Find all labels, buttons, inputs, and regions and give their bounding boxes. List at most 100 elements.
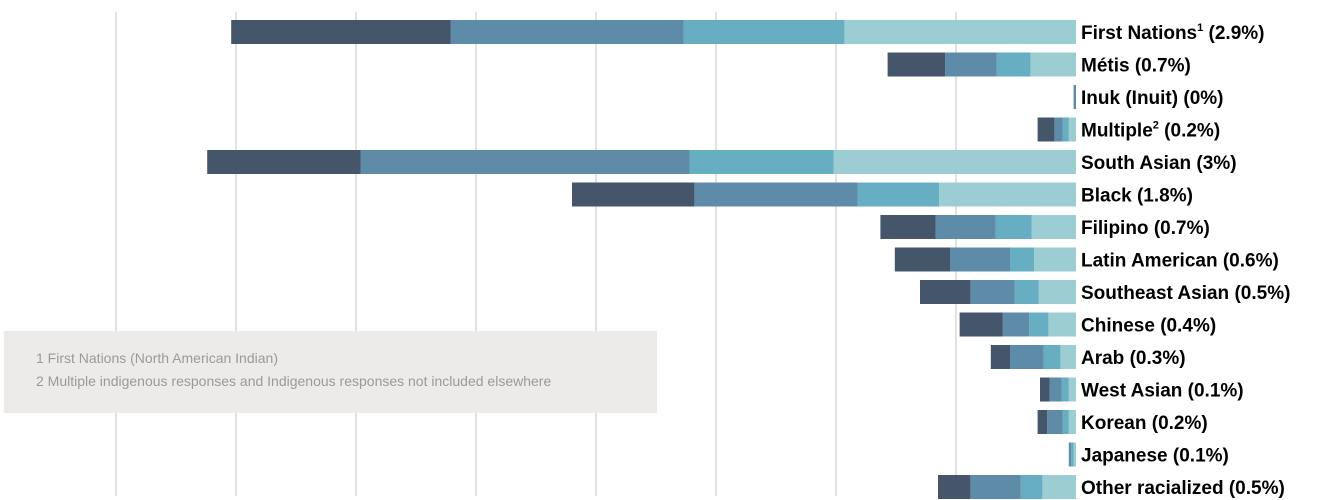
bar-segment [1040,377,1050,402]
category-name: West Asian [1081,381,1182,402]
category-name: Inuk (Inuit) [1081,88,1178,109]
bar-segment [1068,377,1076,402]
bar-segment [1062,117,1069,142]
bar-segment [995,215,1032,239]
bar-segment [1034,247,1076,272]
bar-segment [1068,117,1076,142]
category-share: (0.7%) [1149,218,1210,239]
category-share: (0.5%) [1229,283,1290,304]
category-label: Japanese (0.1%) [1081,446,1229,467]
category-share: (1.8%) [1132,186,1193,207]
bar-segment [1043,345,1061,369]
footnote-marker: 1 [1197,22,1203,34]
footnote-2: 2 Multiple indigenous responses and Indi… [36,373,552,389]
category-name: South Asian [1081,153,1191,174]
bar-segment [1054,117,1063,142]
bar-segment [1048,312,1076,337]
bar-segment [920,280,971,304]
bar-segment [1031,215,1076,239]
bar-segment [1049,377,1062,402]
category-name: First Nations [1081,23,1197,44]
bar-segment [1038,280,1076,304]
bar-segment [1068,442,1072,467]
bar-segment [572,182,695,207]
footnote-1: 1 First Nations (North American Indian) [36,350,278,366]
bar-segment [938,475,971,499]
bar-segment [1068,410,1076,434]
category-name: Other racialized [1081,478,1224,499]
category-label: Métis (0.7%) [1081,56,1191,77]
category-name: Métis [1081,56,1130,77]
category-share: (0.1%) [1182,381,1243,402]
category-share: (0.5%) [1224,478,1285,499]
bar-segment [1061,377,1069,402]
category-label: Black (1.8%) [1081,186,1193,207]
bar-segment [1030,52,1076,77]
category-share: (0.2%) [1146,413,1207,434]
category-share: (0.2%) [1159,121,1220,142]
bar-segment [207,150,361,174]
bar-segment [683,20,845,44]
category-labels: First Nations1 (2.9%) Métis (0.7%) Inuk (I… [1081,22,1290,499]
bar-segment [880,215,936,239]
bar-segment [1010,345,1044,369]
category-name: Filipino [1081,218,1149,239]
bar-segment [996,52,1031,77]
bars [207,20,1076,499]
footnote-marker: 2 [1153,120,1159,132]
bar-segment [935,215,996,239]
category-name: Latin American [1081,251,1218,272]
category-name: Japanese [1081,446,1168,467]
bar-segment [1062,410,1069,434]
bar-segment [1029,312,1049,337]
bar-segment [1047,410,1063,434]
bar-segment [231,20,451,44]
bar-segment [970,280,1015,304]
bar-segment [1037,410,1048,434]
bar-segment [1073,442,1076,467]
bar-segment [959,312,1003,337]
bar-segment [945,52,997,77]
bar-segment [970,475,1021,499]
category-name: Korean [1081,413,1146,434]
bar-segment [1010,247,1034,272]
bar-segment [857,182,940,207]
bar-segment [1071,442,1074,467]
bar-segment [939,182,1076,207]
category-name: Arab [1081,348,1124,369]
category-label: Korean (0.2%) [1081,413,1208,434]
category-label: Multiple2 (0.2%) [1081,120,1220,142]
category-label: Other racialized (0.5%) [1081,478,1285,499]
category-label: South Asian (3%) [1081,153,1237,174]
category-share: (0.1%) [1168,446,1229,467]
bar-segment [1002,312,1030,337]
bar-segment [1037,117,1055,142]
category-label: Southeast Asian (0.5%) [1081,283,1290,304]
bar-segment [360,150,690,174]
footnotes-box: 1 First Nations (North American Indian) … [4,331,657,413]
category-share: (0.6%) [1218,251,1279,272]
category-label: West Asian (0.1%) [1081,381,1244,402]
bar-segment [894,247,950,272]
category-share: (3%) [1191,153,1236,174]
category-share: (0.3%) [1124,348,1185,369]
category-share: (0.7%) [1130,56,1191,77]
bar-segment [450,20,684,44]
bar-segment [844,20,1076,44]
category-name: Black [1081,186,1132,207]
bar-segment [950,247,1010,272]
bar-segment [887,52,946,77]
bar-segment [1073,85,1076,109]
bar-segment [1060,345,1076,369]
category-label: First Nations1 (2.9%) [1081,22,1265,44]
bar-segment [1042,475,1076,499]
category-name: Chinese [1081,316,1155,337]
category-share: (2.9%) [1203,23,1264,44]
category-label: Filipino (0.7%) [1081,218,1210,239]
bar-segment [990,345,1010,369]
bar-segment [1014,280,1039,304]
category-name: Southeast Asian [1081,283,1229,304]
category-label: Chinese (0.4%) [1081,316,1216,337]
